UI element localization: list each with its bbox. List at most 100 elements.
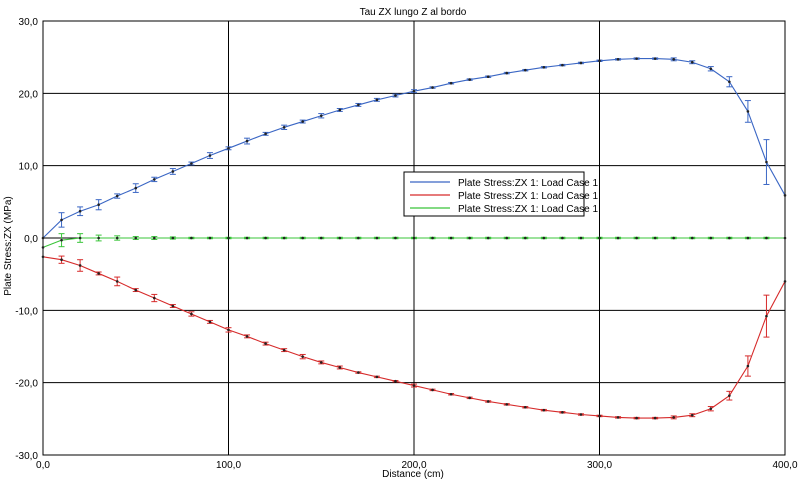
legend-item-3: Plate Stress:ZX 1: Load Case 1 (410, 204, 599, 215)
data-point (690, 236, 694, 240)
data-point (431, 388, 434, 392)
data-point (579, 236, 583, 240)
legend-label: Plate Stress:ZX 1: Load Case 1 (458, 178, 599, 189)
data-point (709, 67, 713, 71)
data-point (728, 236, 731, 240)
data-point (78, 264, 82, 267)
data-point (134, 236, 138, 240)
data-point (153, 296, 156, 300)
data-point (134, 288, 138, 292)
data-point (78, 209, 82, 213)
data-point (728, 80, 731, 84)
tick-labels: 0,0 100,0 200,0 300,0 400,0 30,0 20,0 10,0 0,0 -1… (15, 17, 798, 471)
data-point (431, 236, 434, 240)
data-point (264, 342, 267, 345)
data-point (598, 236, 601, 240)
data-point (208, 320, 212, 324)
data-point (208, 236, 212, 240)
data-point (338, 366, 342, 369)
data-point (412, 236, 416, 240)
data-point (412, 384, 416, 387)
data-point (765, 314, 768, 318)
data-point (709, 407, 713, 411)
data-point (227, 236, 230, 240)
data-point (468, 236, 471, 240)
data-point (561, 236, 564, 240)
data-point (524, 236, 527, 240)
data-point (227, 328, 230, 332)
data-point (115, 280, 119, 283)
legend-label: Plate Stress:ZX 1: Load Case 1 (458, 204, 599, 215)
data-point (672, 58, 675, 61)
data-point (783, 236, 787, 240)
data-point (301, 120, 305, 123)
data-point (171, 304, 175, 308)
data-point (282, 126, 286, 129)
x-axis-label: Distance (cm) (382, 469, 444, 480)
data-point (264, 236, 267, 240)
data-point (653, 57, 657, 60)
data-point (338, 108, 342, 112)
x-tick-label: 100,0 (216, 460, 241, 471)
series-3 (41, 233, 787, 249)
y-tick-label: -30,0 (15, 451, 38, 462)
data-point (672, 236, 675, 240)
data-point (190, 236, 193, 240)
y-tick-label: -10,0 (15, 306, 38, 317)
data-point (115, 194, 119, 198)
legend: Plate Stress:ZX 1: Load Case 1 Plate Stre… (403, 171, 599, 217)
x-tick-label: 300,0 (587, 460, 612, 471)
data-point (319, 236, 323, 240)
data-point (672, 416, 675, 419)
data-point (319, 361, 323, 364)
legend-label: Plate Stress:ZX 1: Load Case 1 (458, 191, 599, 202)
data-point (245, 139, 249, 143)
data-point (505, 71, 509, 75)
data-point (542, 236, 546, 240)
data-point (635, 236, 638, 240)
x-tick-label: 200,0 (401, 460, 426, 471)
data-point (190, 162, 193, 165)
data-point (468, 78, 471, 81)
y-tick-label: 20,0 (19, 89, 39, 100)
data-point (282, 236, 286, 240)
data-point (153, 178, 156, 181)
data-point (97, 236, 100, 240)
data-point (524, 405, 527, 409)
data-point (579, 413, 583, 416)
data-point (245, 236, 249, 240)
data-point (153, 236, 156, 240)
x-tick-label: 400,0 (772, 460, 797, 471)
data-point (41, 255, 45, 259)
series-layer (41, 57, 787, 420)
data-point (746, 236, 750, 240)
data-point (338, 236, 342, 240)
data-point (227, 147, 230, 150)
data-point (635, 416, 638, 420)
data-point (542, 408, 546, 412)
data-point (394, 94, 397, 97)
data-point (653, 416, 657, 420)
data-point (486, 400, 490, 403)
data-point (301, 236, 305, 240)
data-point (412, 89, 416, 93)
data-point (357, 236, 360, 240)
data-point (561, 411, 564, 414)
data-point (449, 81, 453, 85)
data-point (41, 236, 45, 240)
data-point (301, 355, 305, 358)
data-point (765, 236, 768, 240)
data-point (709, 236, 713, 240)
data-point (542, 65, 546, 69)
data-point (97, 203, 100, 207)
data-point (60, 218, 63, 222)
data-point (746, 110, 750, 113)
data-point (746, 364, 750, 368)
data-point (449, 236, 453, 240)
data-point (783, 194, 787, 197)
data-point (282, 348, 286, 352)
data-point (765, 160, 768, 164)
data-point (357, 371, 360, 374)
y-tick-label: 0,0 (24, 234, 38, 245)
